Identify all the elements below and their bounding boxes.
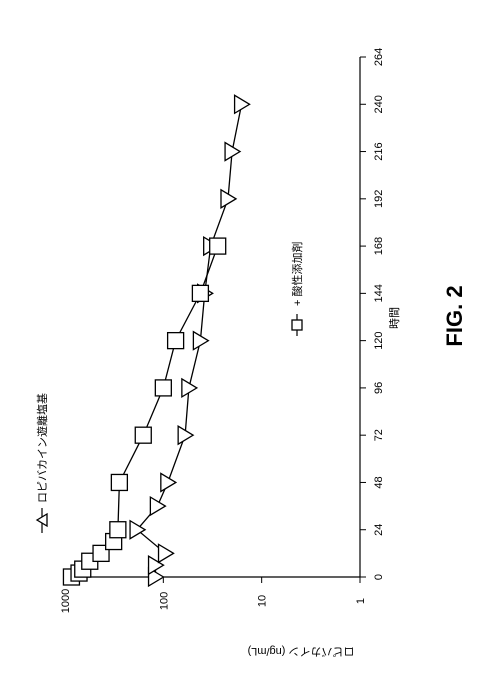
x-tick-label: 168 — [373, 237, 385, 255]
triangle-point — [233, 94, 251, 115]
y-tick-label: 1 — [355, 598, 367, 604]
legend-item-square: + 酸性添加剤 — [290, 242, 304, 336]
x-axis-title: 時間 — [388, 307, 401, 329]
x-tick-label: 144 — [373, 284, 385, 302]
triangle-point — [177, 425, 195, 446]
triangle-point — [220, 188, 238, 209]
square-point — [191, 284, 210, 303]
x-tick-label: 120 — [373, 331, 385, 349]
triangle-point — [192, 330, 210, 351]
legend-square-marker — [291, 319, 303, 331]
series-layer — [62, 94, 251, 588]
x-tick-label: 48 — [373, 476, 385, 488]
y-axis-title: ロピバカイン (ng/mL) — [248, 645, 355, 658]
triangle-point — [157, 543, 175, 564]
triangle-point — [224, 141, 242, 162]
x-tick-label: 0 — [373, 574, 385, 580]
x-tick-label: 264 — [373, 48, 385, 66]
x-tick-label: 96 — [373, 382, 385, 394]
x-tick-label: 192 — [373, 190, 385, 208]
y-tick-label: 1000 — [60, 589, 72, 613]
square-point — [209, 237, 227, 255]
legend-label-square: + 酸性添加剤 — [290, 242, 304, 306]
square-point — [154, 379, 172, 397]
axes: 0 24 48 72 96 120 144 168 192 216 240 264 1 10 100 1000 — [60, 48, 385, 613]
square-point — [110, 473, 129, 492]
figure-label: FIG. 2 — [442, 285, 467, 346]
y-tick-label: 100 — [158, 592, 170, 610]
x-tick-label: 240 — [373, 95, 385, 113]
triangle-point — [129, 519, 147, 540]
triangle-point — [181, 377, 199, 399]
x-tick-label: 72 — [373, 429, 385, 441]
triangle-point — [149, 495, 167, 517]
legend-triangle-marker — [35, 512, 48, 528]
x-tick-label: 24 — [373, 524, 385, 536]
legend-label-triangle: ロピバカイン遊離塩基 — [35, 393, 49, 503]
triangle-point — [160, 472, 178, 493]
legend-item-triangle: ロピバカイン遊離塩基 — [35, 393, 49, 533]
square-point — [134, 426, 152, 444]
square-point — [166, 331, 185, 350]
x-tick-label: 216 — [373, 142, 385, 160]
legend: ロピバカイン遊離塩基 + 酸性添加剤 — [35, 242, 304, 533]
square-point — [109, 521, 127, 539]
y-tick-label: 10 — [257, 595, 269, 607]
triangle-point — [147, 555, 165, 576]
